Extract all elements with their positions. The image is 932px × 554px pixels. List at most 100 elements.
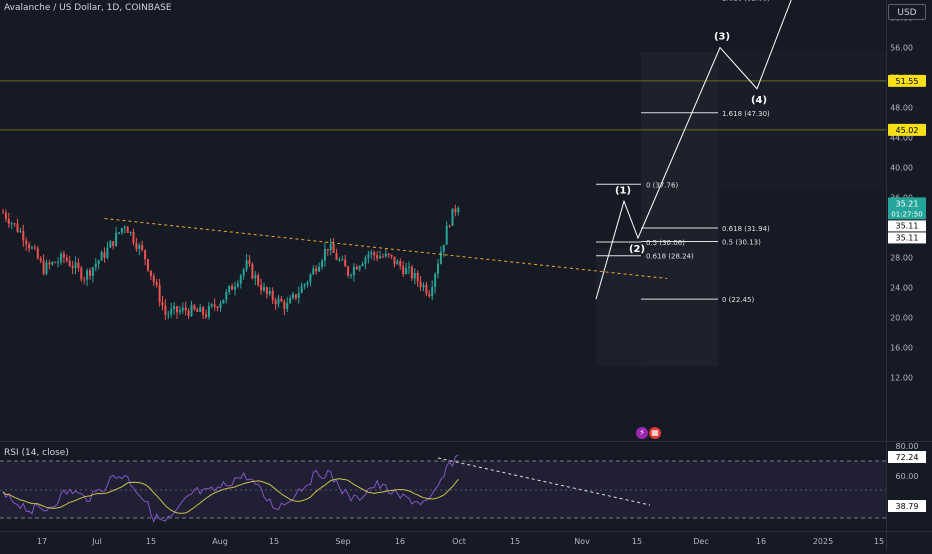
candle-body [120,228,123,233]
candle-body [216,306,219,309]
candle-body [318,266,321,272]
candle-body [187,310,190,316]
candle-body [448,225,451,227]
currency-button[interactable]: USD [888,4,926,20]
candle-body [300,286,303,294]
candle-body [164,305,167,315]
resistance-trendline [104,218,668,279]
candle-body [202,307,205,315]
candle-body [36,248,39,259]
candle-body [103,252,106,258]
fib-level-label: 0.5 (30.06) [646,239,685,247]
candle-body [147,259,149,271]
candle-body [132,231,135,243]
candle-body [129,231,132,233]
countdown-label: 01:27:50 [891,210,922,218]
candle-body [399,261,402,267]
candle-body [408,266,410,268]
candle-body [361,263,364,267]
candle-body [231,285,234,290]
candle-body [445,225,448,245]
time-tick-label: 15 [269,537,279,546]
price-tick-label: 40.00 [890,164,913,173]
candle-body [19,231,22,233]
candle-body [33,247,36,249]
candle-body [210,304,213,307]
candle-body [257,275,260,285]
candle-body [422,284,425,288]
time-tick-label: Sep [335,537,350,546]
candle-body [434,273,437,288]
projection-box-right [718,52,886,190]
candle-body [141,244,144,251]
candle-body [74,262,77,269]
fib-level-label: 2.618 (62.66) [722,0,770,3]
candle-body [274,300,277,305]
rsi-ma-line [2,478,459,514]
candle-body [428,293,431,297]
candle-body [115,232,118,246]
candle-body [344,259,347,267]
candle-body [254,275,257,279]
time-tick-label: Dec [693,537,708,546]
candle-body [341,259,344,261]
candle-body [451,208,454,226]
candle-body [80,267,83,280]
candle-body [370,252,373,255]
candle-body [213,304,216,307]
candle-body [454,208,457,213]
candle-body [161,302,164,306]
candle-body [181,307,184,311]
time-tick-label: 15 [146,537,156,546]
candle-body [199,307,202,312]
us-flag-icon[interactable]: ▦ [649,427,661,439]
candle-body [286,303,289,309]
candle-body [347,266,350,276]
retracement-box [596,248,641,366]
symbol-title: Avalanche / US Dollar, 1D, COINBASE [4,3,172,13]
candle-body [190,305,193,316]
candle-body [170,309,173,315]
candle-body [219,303,222,309]
rsi-axis-label: 80.00 [896,442,919,451]
candlestick-series [2,204,460,321]
candle-body [71,266,74,269]
candle-body [91,267,94,276]
rsi-title: RSI (14, close) [4,448,69,458]
candle-body [323,249,326,261]
candle-body [106,247,109,258]
candle-body [97,260,100,264]
lightning-icon[interactable]: ⚡ [636,427,648,439]
candle-body [109,241,112,248]
fib-level-label: 1.618 (47.30) [722,110,770,118]
candle-body [234,286,236,290]
candle-body [289,298,292,304]
candle-body [251,263,254,279]
candle-body [376,255,379,259]
price-tick-label: 28.00 [890,254,913,263]
candle-body [193,305,196,310]
elliott-wave-path [595,0,792,300]
candle-body [60,253,62,262]
candle-body [297,293,300,299]
candle-body [405,267,408,275]
time-tick-label: 17 [37,537,47,546]
price-tick-label: 48.00 [890,104,913,113]
time-tick-label: Nov [574,537,590,546]
candle-body [144,250,147,260]
candle-body [419,281,422,288]
candle-body [16,223,19,232]
candle-body [77,262,80,268]
candle-body [321,260,323,267]
candle-body [338,259,341,261]
wave-label: (3) [714,32,730,43]
candle-body [62,253,65,258]
price-tick-label: 24.00 [890,284,913,293]
extra-price-label: 35.11 [896,221,919,230]
candle-body [94,263,97,268]
candle-body [439,251,442,264]
candle-body [381,256,384,258]
candle-body [312,268,315,275]
